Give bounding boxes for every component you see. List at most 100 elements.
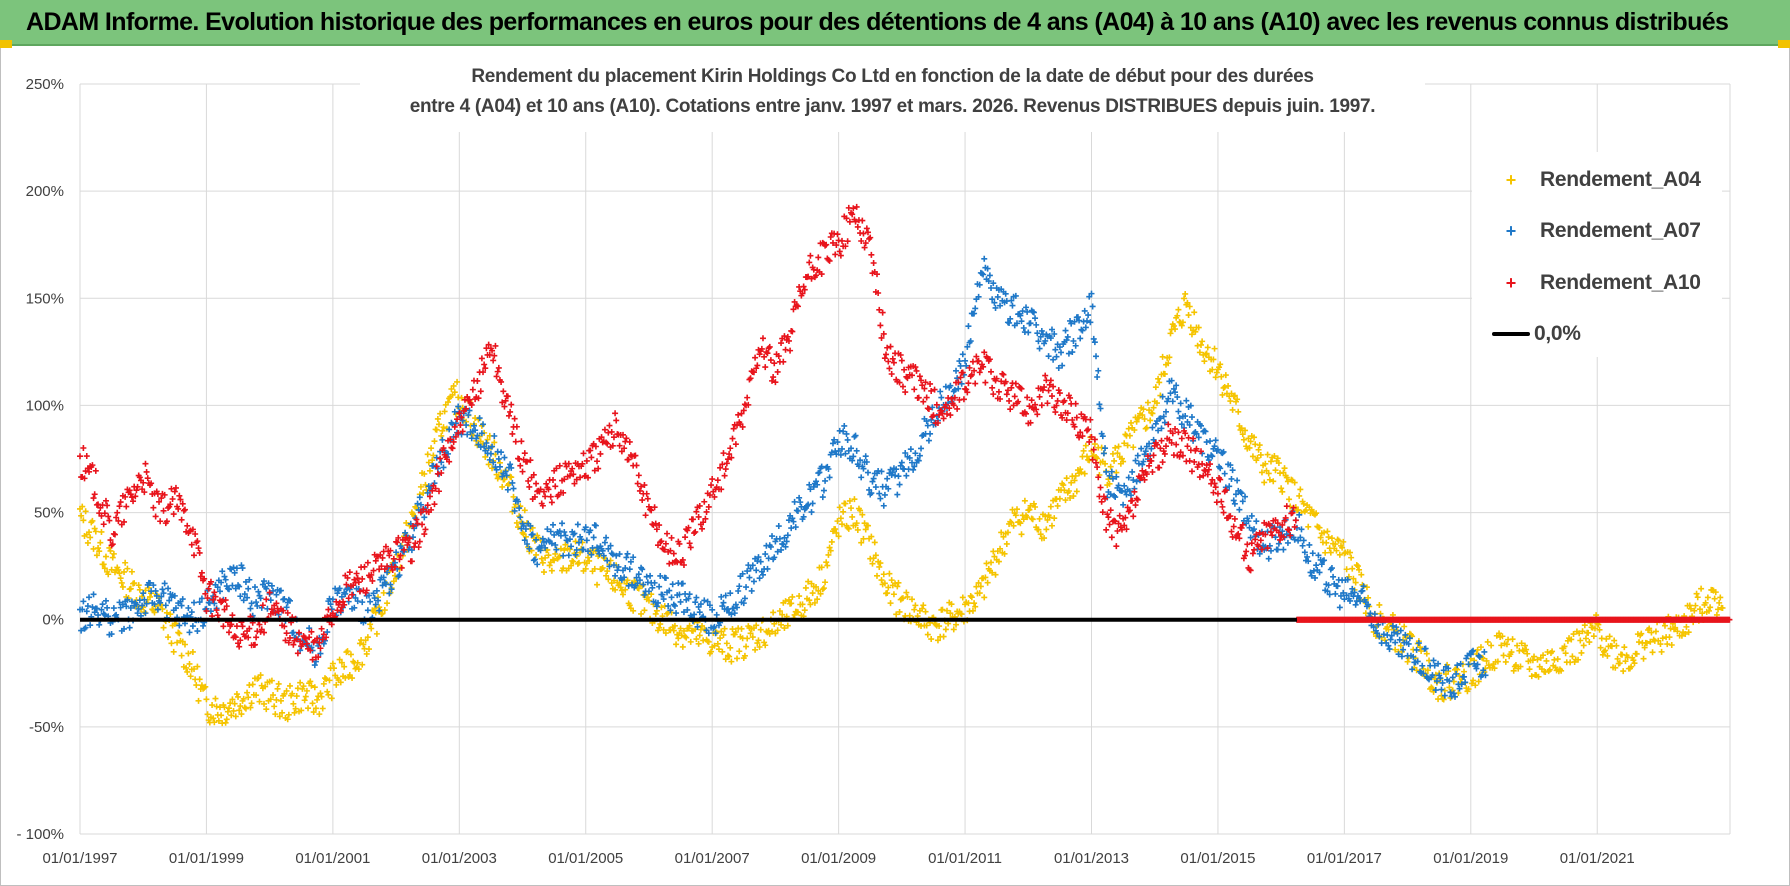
legend-label-a07: Rendement_A07	[1540, 219, 1701, 242]
data-point	[1258, 546, 1265, 553]
data-point	[1220, 448, 1227, 455]
data-point	[420, 506, 427, 513]
chart-title-line-2: entre 4 (A04) et 10 ans (A10). Cotations…	[409, 96, 1376, 117]
data-point	[1413, 646, 1420, 653]
data-point	[545, 486, 552, 493]
data-point	[1172, 326, 1179, 333]
data-point	[1304, 553, 1311, 560]
data-point	[435, 488, 442, 495]
data-point	[1447, 689, 1454, 696]
data-point	[705, 638, 712, 645]
data-point	[152, 513, 159, 520]
x-tick-label: 01/01/2003	[422, 850, 497, 867]
data-point	[219, 598, 226, 605]
data-point	[1167, 330, 1174, 337]
data-point	[1616, 660, 1623, 667]
data-point	[158, 593, 165, 600]
data-point	[627, 558, 634, 565]
data-point	[1290, 504, 1297, 511]
data-point	[644, 594, 651, 601]
data-point	[940, 633, 947, 640]
data-point	[1678, 632, 1685, 639]
data-point	[499, 399, 506, 406]
data-point	[1483, 657, 1490, 664]
data-point	[1283, 474, 1290, 481]
data-point	[100, 610, 107, 617]
data-point	[1158, 437, 1165, 444]
data-point	[870, 475, 877, 482]
data-point	[767, 543, 774, 550]
data-point	[333, 681, 340, 688]
data-point	[408, 558, 415, 565]
data-point	[1115, 520, 1122, 527]
data-point	[837, 515, 844, 522]
data-point	[266, 589, 273, 596]
data-point	[1239, 521, 1246, 528]
data-point	[354, 659, 361, 666]
data-point	[1481, 648, 1488, 655]
data-point	[1488, 642, 1495, 649]
x-tick-label: 01/01/2015	[1180, 850, 1255, 867]
x-tick-label: 01/01/2001	[295, 850, 370, 867]
data-point	[80, 445, 87, 452]
data-point	[548, 540, 555, 547]
data-point	[621, 445, 628, 452]
data-point	[898, 357, 905, 364]
data-point	[107, 537, 114, 544]
data-point	[1074, 314, 1081, 321]
data-point	[1414, 658, 1421, 665]
data-point	[601, 539, 608, 546]
data-point	[957, 374, 964, 381]
data-point	[1211, 443, 1218, 450]
data-point	[842, 500, 849, 507]
data-point	[881, 580, 888, 587]
data-point	[527, 457, 534, 464]
data-point	[571, 530, 578, 537]
data-point	[1184, 443, 1191, 450]
data-point	[1185, 312, 1192, 319]
data-point	[1035, 526, 1042, 533]
data-point	[172, 605, 179, 612]
data-point	[1184, 418, 1191, 425]
data-point	[829, 239, 836, 246]
data-point	[630, 554, 637, 561]
data-point	[1528, 673, 1535, 680]
data-point	[239, 565, 246, 572]
x-tick-label: 01/01/2013	[1054, 850, 1129, 867]
data-point	[255, 588, 262, 595]
data-point	[958, 611, 965, 618]
data-point	[694, 623, 701, 630]
data-point	[179, 500, 186, 507]
data-point	[850, 453, 857, 460]
data-point	[176, 630, 183, 637]
data-point	[1155, 375, 1162, 382]
data-point	[1077, 429, 1084, 436]
header-accent-left	[0, 40, 12, 48]
data-point	[1576, 630, 1583, 637]
data-point	[1204, 471, 1211, 478]
data-point	[338, 593, 345, 600]
data-point	[1313, 510, 1320, 517]
data-point	[761, 353, 768, 360]
data-point	[656, 522, 663, 529]
data-point	[789, 593, 796, 600]
data-point	[364, 559, 371, 566]
data-point	[417, 501, 424, 508]
data-point	[675, 635, 682, 642]
data-point	[438, 459, 445, 466]
data-point	[942, 626, 949, 633]
data-point	[857, 457, 864, 464]
data-point	[248, 600, 255, 607]
y-tick-label: 250%	[26, 76, 64, 93]
data-point	[746, 574, 753, 581]
data-point	[1321, 557, 1328, 564]
data-point	[1146, 462, 1153, 469]
data-point	[504, 393, 511, 400]
data-point	[1265, 555, 1272, 562]
data-point	[565, 460, 572, 467]
data-point	[290, 700, 297, 707]
data-point	[1186, 457, 1193, 464]
data-point	[1163, 443, 1169, 450]
data-point	[192, 531, 199, 538]
data-point	[379, 582, 386, 589]
